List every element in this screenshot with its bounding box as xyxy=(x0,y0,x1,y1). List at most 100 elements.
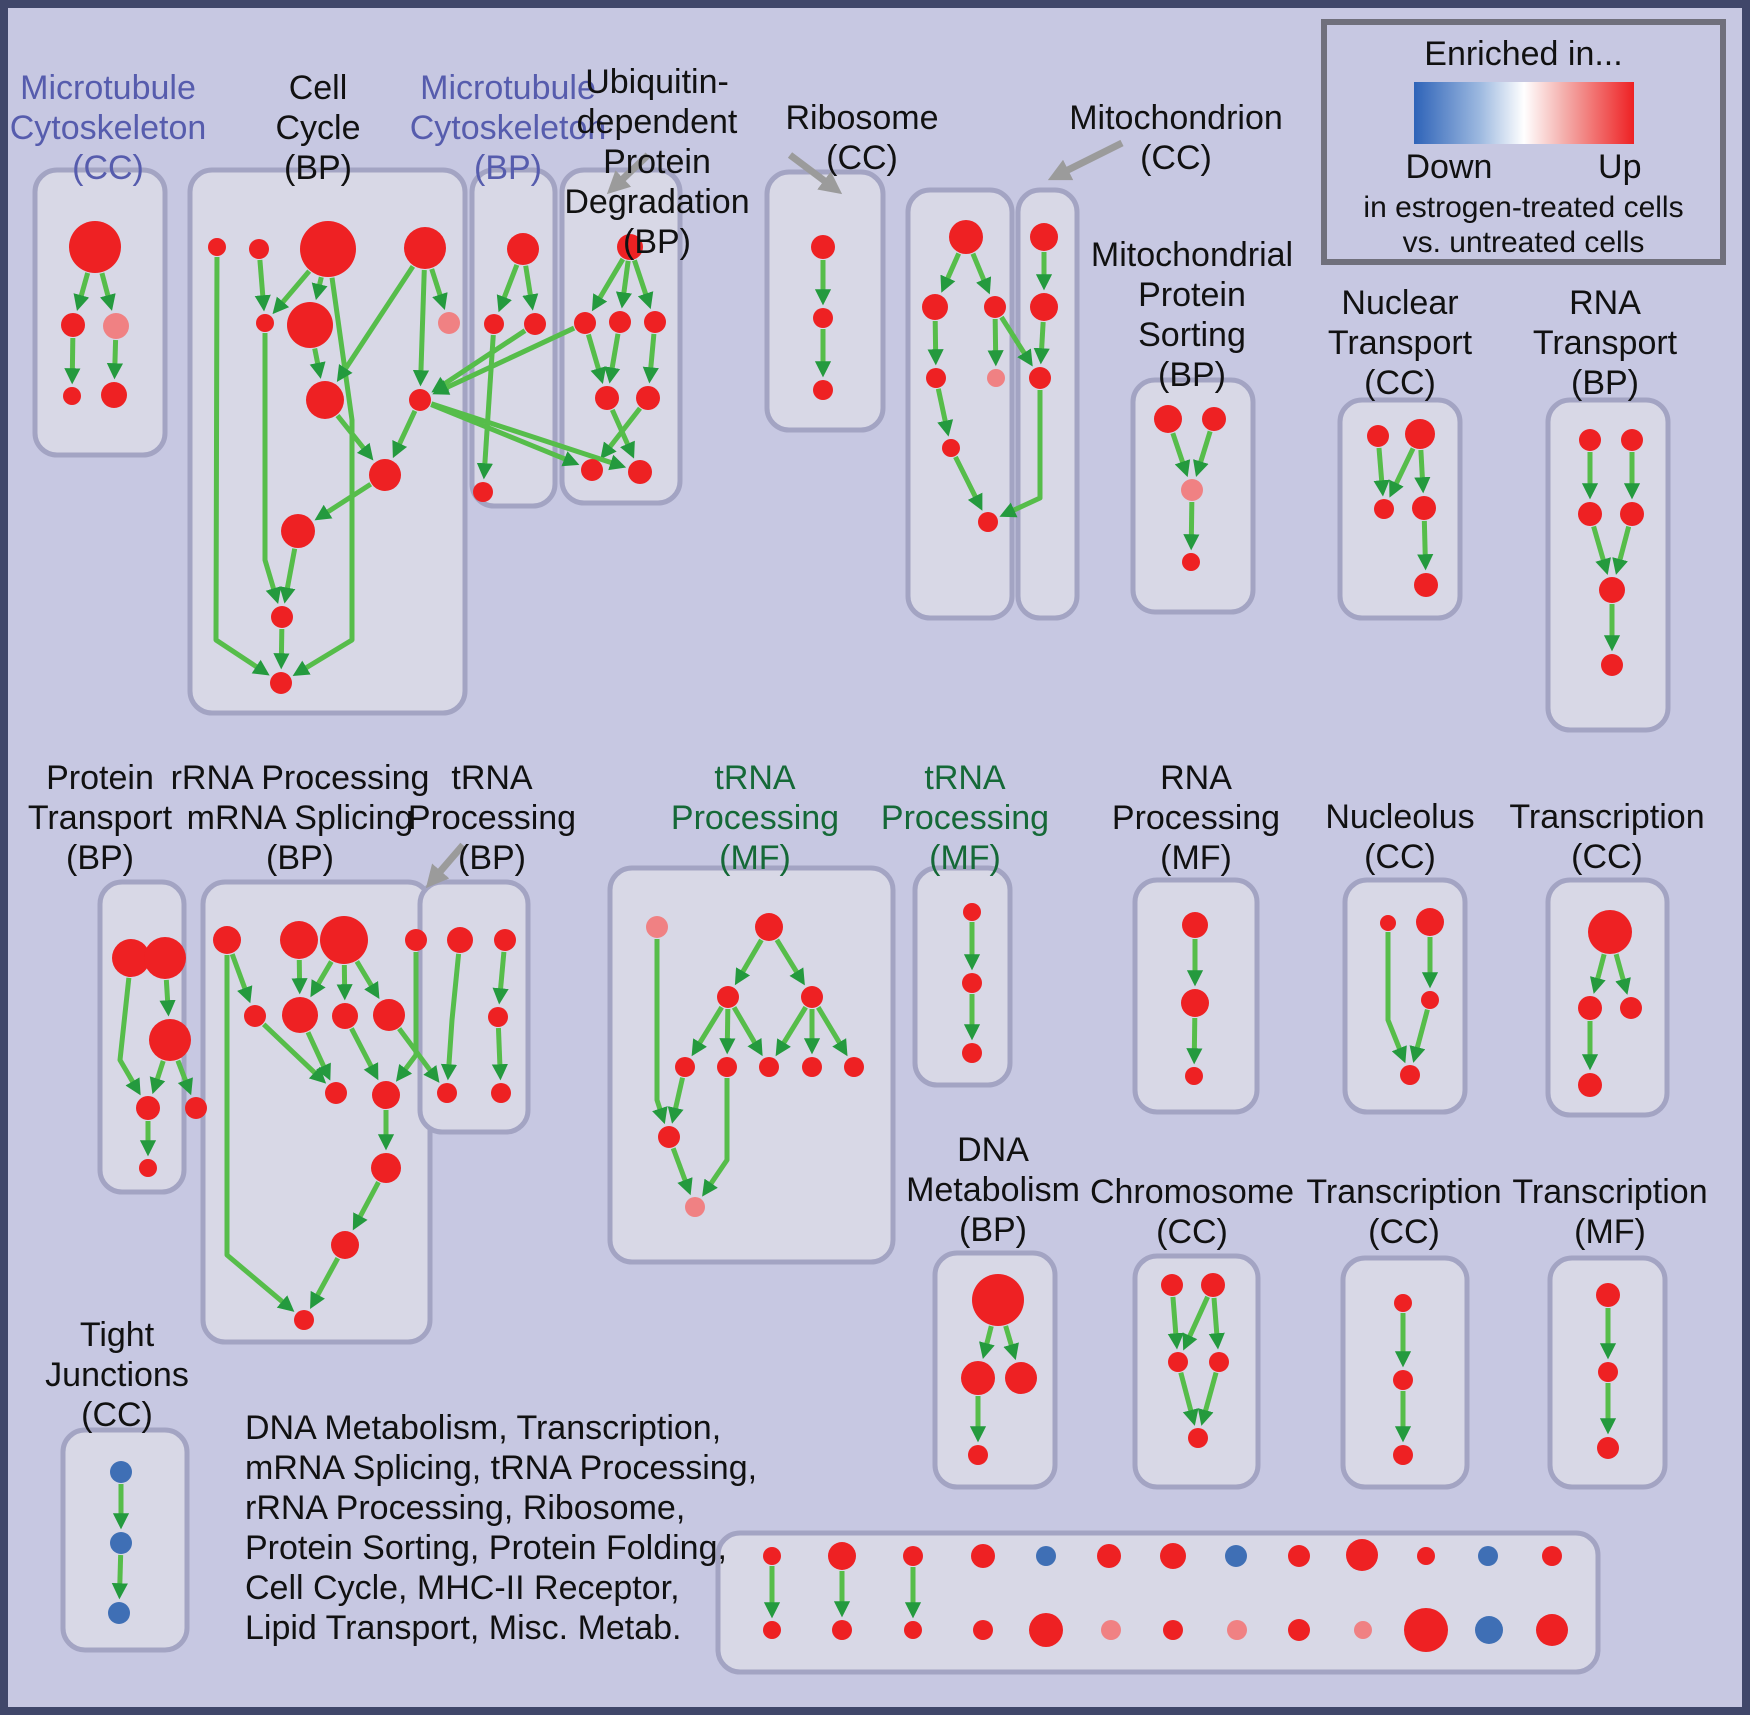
edges xyxy=(64,139,1641,1619)
go-term-node-mito-sorting-3 xyxy=(1182,553,1200,571)
edge-trna-mf-big-10 xyxy=(670,1147,693,1196)
go-term-node-ubiquitin-deg-0 xyxy=(617,234,643,260)
edge-cell-cycle-3 xyxy=(311,276,328,301)
go-term-node-ribosome-1 xyxy=(922,294,948,320)
go-term-node-trna-mf-big-0 xyxy=(646,916,668,938)
edge-rrna-mrna-6 xyxy=(305,1031,331,1081)
edge-ubiquitin-deg-6 xyxy=(610,408,635,459)
edge-tight-junctions-1 xyxy=(111,1554,128,1600)
edge-microtubule-cc-0 xyxy=(73,272,91,311)
go-term-node-trna-mf-big-7 xyxy=(802,1057,822,1077)
go-term-node-rrna-mrna-10 xyxy=(371,1153,401,1183)
go-term-node-cell-cycle-2 xyxy=(300,221,356,277)
edge-cell-cycle-5 xyxy=(336,265,415,382)
edge-nuclear-transport-0 xyxy=(1373,447,1390,497)
edge-ubiquitin-deg-4 xyxy=(604,333,621,384)
go-term-node-mito-sorting-0 xyxy=(1154,405,1182,433)
go-term-node-ubiquitin-deg-2 xyxy=(609,311,631,333)
go-term-node-tight-junctions-2 xyxy=(108,1602,130,1624)
cluster-label-transcription-mf: Transcription (MF) xyxy=(1512,1173,1708,1251)
legend-scale-labels: Down Up xyxy=(1406,150,1642,184)
go-term-node-mito-sorting-2 xyxy=(1181,479,1203,501)
cluster-label-nuclear-transport: Nuclear Transport (CC) xyxy=(1327,284,1473,402)
cluster-label-chromosome: Chromosome (CC) xyxy=(1089,1173,1295,1251)
go-term-node-ribosome-2 xyxy=(984,296,1006,318)
go-term-node-microtubule-bp2-3 xyxy=(473,482,493,502)
go-term-node-dna-metabolism-0 xyxy=(972,1274,1024,1326)
edge-protein-transport-1 xyxy=(159,979,176,1017)
go-term-node-transcription-cc-bot-1 xyxy=(1393,1370,1413,1390)
go-term-node-nucleolus-3 xyxy=(1400,1065,1420,1085)
edge-rrna-mrna-10 xyxy=(352,1180,381,1231)
go-term-node-nucleolus-0 xyxy=(1380,915,1396,931)
go-term-node-misc-19 xyxy=(1163,1620,1183,1640)
edge-transcription-cc-mid-1 xyxy=(1613,953,1631,995)
go-term-node-rrna-mrna-5 xyxy=(282,997,318,1033)
misc-cluster-caption: DNA Metabolism, Transcription, mRNA Spli… xyxy=(245,1409,758,1647)
edge-rna-transport-3 xyxy=(1612,525,1632,575)
edge-chromosome-3 xyxy=(1178,1372,1199,1426)
go-term-node-tight-junctions-1 xyxy=(110,1532,132,1554)
go-term-node-rna-processing-mf-1 xyxy=(1181,989,1209,1017)
go-term-node-cell-cycle-8 xyxy=(409,389,431,411)
go-term-node-ubiquitin-deg-4 xyxy=(595,386,619,410)
go-term-node-transcription-mf-0 xyxy=(1596,1283,1620,1307)
edge-dna-metabolism-0 xyxy=(979,1325,995,1360)
go-term-node-cell-cycle-11 xyxy=(271,606,293,628)
go-term-node-protein-transport-2 xyxy=(149,1019,191,1061)
go-term-node-ubiquitin-chain-2 xyxy=(813,380,833,400)
go-term-node-mitochondrion-1 xyxy=(1030,293,1058,321)
cluster-box-nucleolus xyxy=(1342,877,1468,1115)
go-term-node-protein-transport-1 xyxy=(144,937,186,979)
annotation-arrow-to-ubiquitin-right-box xyxy=(787,152,843,195)
go-term-node-trna-mf-small-2 xyxy=(962,1043,982,1063)
edge-trna-bp-2 xyxy=(491,1027,508,1081)
edge-cell-cycle-9 xyxy=(309,348,326,379)
go-term-node-trna-mf-big-6 xyxy=(759,1057,779,1077)
edge-chromosome-2 xyxy=(1208,1297,1225,1350)
go-term-node-nuclear-transport-2 xyxy=(1374,499,1394,519)
go-term-node-nuclear-transport-1 xyxy=(1405,419,1435,449)
go-term-node-tight-junctions-0 xyxy=(110,1461,132,1483)
go-term-node-misc-9 xyxy=(1346,1539,1378,1571)
edge-microtubule-bp2-2 xyxy=(476,334,496,480)
go-term-node-rna-transport-0 xyxy=(1579,429,1601,451)
go-term-node-ubiquitin-deg-5 xyxy=(636,386,660,410)
cluster-box-trna-bp xyxy=(417,879,531,1135)
go-term-node-rrna-mrna-12 xyxy=(294,1310,314,1330)
go-term-node-chromosome-1 xyxy=(1201,1273,1225,1297)
edge-cell-cycle-4 xyxy=(292,277,355,676)
cluster-label-dna-metabolism: DNA Metabolism (BP) xyxy=(906,1131,1080,1249)
go-term-node-microtubule-cc-0 xyxy=(69,221,121,273)
edge-rrna-mrna-2 xyxy=(310,960,334,998)
edge-rrna-mrna-12 xyxy=(224,955,295,1312)
go-term-node-trna-mf-big-9 xyxy=(658,1126,680,1148)
go-term-node-trna-mf-small-1 xyxy=(962,973,982,993)
edge-nuclear-transport-2 xyxy=(1414,449,1431,494)
go-term-node-misc-16 xyxy=(973,1620,993,1640)
go-term-node-trna-mf-big-3 xyxy=(801,986,823,1008)
cluster-label-mito-sorting: Mitochondrial Protein Sorting (BP) xyxy=(1090,236,1294,394)
legend-title: Enriched in... xyxy=(1424,35,1623,73)
go-term-node-trna-mf-small-0 xyxy=(963,903,981,921)
go-term-node-transcription-mf-2 xyxy=(1597,1437,1619,1459)
cluster-label-mitochondrion: Mitochondrion (CC) xyxy=(1069,99,1283,177)
go-term-node-rrna-mrna-11 xyxy=(331,1231,359,1259)
go-term-node-rna-processing-mf-0 xyxy=(1182,912,1208,938)
edge-cell-cycle-2 xyxy=(272,269,312,315)
go-term-node-cell-cycle-3 xyxy=(404,227,446,269)
edge-rrna-mrna-4 xyxy=(354,960,380,1000)
go-term-node-mitochondrion-2 xyxy=(1029,367,1051,389)
go-term-node-ubiquitin-deg-1 xyxy=(574,312,596,334)
legend-subtitle-line2: vs. untreated cells xyxy=(1402,226,1645,259)
edge-ubiquitin-deg-2 xyxy=(632,259,654,310)
cluster-label-microtubule-bp: Microtubule Cytoskeleton (BP) xyxy=(409,69,607,187)
go-term-node-cell-cycle-12 xyxy=(270,672,292,694)
go-term-node-microtubule-bp2-1 xyxy=(484,314,504,334)
go-term-node-microtubule-bp2-2 xyxy=(524,313,546,335)
go-term-node-protein-transport-3 xyxy=(136,1096,160,1120)
edge-ubiquitin-deg-5 xyxy=(642,333,659,384)
edge-microtubule-cc-1 xyxy=(99,272,116,311)
go-term-node-rrna-mrna-7 xyxy=(373,999,405,1031)
